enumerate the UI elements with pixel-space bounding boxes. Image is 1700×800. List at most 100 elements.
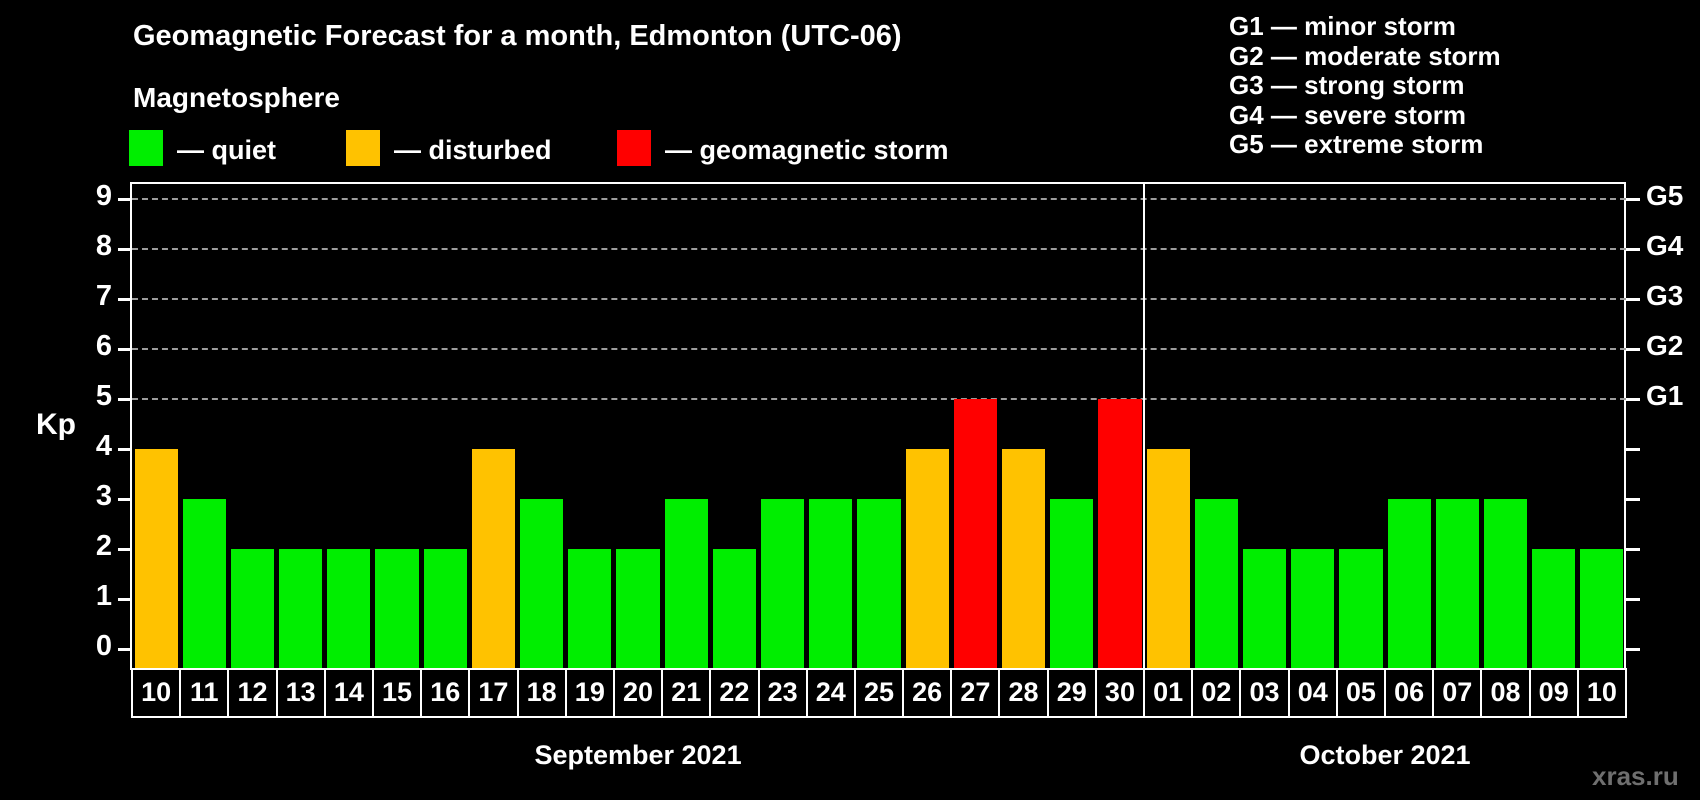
kp-bar-11 [182,499,226,668]
disturbed-swatch [346,130,380,166]
y-axis-tick [118,248,132,251]
g-legend-item: G4 — severe storm [1229,99,1467,130]
day-label-sep-12: 12 [227,668,278,718]
kp-bar-21 [664,499,708,668]
gridline-kp8 [132,248,1626,250]
y-axis-label-3: 3 [95,480,112,512]
kp-bar-23 [761,499,805,668]
kp-bar-13 [279,549,323,668]
y-axis-tick [118,598,132,601]
kp-bar-16 [423,549,467,668]
kp-bar-22 [712,549,756,668]
kp-bar-10 [1580,549,1624,668]
right-axis-label-G1: G1 [1646,380,1684,411]
right-axis-label-G5: G5 [1646,180,1684,211]
y-axis-label-9: 9 [95,180,112,212]
y-axis-label-0: 0 [95,630,112,662]
y-axis-label-2: 2 [95,530,112,562]
day-label-oct-05: 05 [1335,668,1387,718]
right-axis-tick [1626,448,1640,451]
day-label-oct-01: 01 [1143,668,1194,718]
kp-bar-27 [953,399,997,668]
disturbed-legend-label: — disturbed [394,135,552,165]
day-label-sep-21: 21 [661,668,712,718]
day-label-sep-25: 25 [853,668,905,718]
gridline-kp7 [132,298,1626,300]
day-label-sep-23: 23 [757,668,808,718]
g-scale-legend: G1 — minor storm G2 — moderate storm G3 … [1229,11,1501,160]
day-label-sep-13: 13 [275,668,326,718]
storm-legend-label: — geomagnetic storm [665,135,949,165]
y-axis-tick [118,498,132,501]
day-label-sep-15: 15 [371,668,423,718]
day-label-oct-08: 08 [1480,668,1531,718]
g-legend-item: G3 — strong storm [1229,70,1465,100]
day-label-sep-29: 29 [1046,668,1097,718]
day-label-sep-16: 16 [420,668,471,718]
day-label-oct-02: 02 [1191,668,1242,718]
y-axis-label-4: 4 [95,430,112,462]
gridline-kp5 [132,398,1626,400]
right-axis-tick [1626,548,1640,551]
y-axis-tick [118,548,132,551]
quiet-legend-label: — quiet [177,135,276,165]
month-separator [1143,184,1146,668]
kp-bar-20 [616,549,660,668]
day-label-sep-11: 11 [179,668,230,718]
right-axis-tick [1626,648,1640,651]
g-legend-item: G2 — moderate storm [1229,40,1501,71]
day-label-sep-14: 14 [323,668,374,718]
y-axis-label-6: 6 [95,330,112,362]
kp-bar-30 [1098,399,1142,668]
y-axis-label-5: 5 [95,380,112,412]
y-axis-label-7: 7 [95,280,112,312]
day-label-oct-04: 04 [1287,668,1338,718]
y-axis-tick [118,198,132,201]
day-label-oct-10: 10 [1576,668,1627,718]
right-axis-tick [1626,598,1640,601]
kp-bar-28 [1001,449,1046,668]
y-axis-title: Kp [36,408,76,441]
kp-bar-17 [471,449,516,668]
gridline-kp6 [132,348,1626,350]
kp-bar-04 [1291,549,1335,668]
quiet-swatch [129,130,163,166]
right-axis-tick [1626,298,1640,301]
y-axis-tick [118,348,132,351]
right-axis-label-G4: G4 [1646,230,1684,261]
watermark: xras.ru [1592,761,1679,791]
month-label: September 2021 [534,740,742,770]
right-axis-label-G2: G2 [1646,330,1684,361]
y-axis-tick [118,298,132,301]
right-axis-tick [1626,348,1640,351]
kp-bar-25 [857,499,901,668]
storm-swatch [617,130,651,166]
gridline-kp9 [132,198,1626,200]
day-label-sep-19: 19 [564,668,615,718]
kp-bar-18 [520,499,564,668]
kp-bar-14 [327,549,371,668]
chart-title: Geomagnetic Forecast for a month, Edmont… [133,20,902,52]
kp-bar-24 [809,499,853,668]
day-label-sep-24: 24 [805,668,856,718]
kp-bar-29 [1050,499,1094,668]
day-label-sep-18: 18 [516,668,567,718]
right-axis-tick [1626,398,1640,401]
kp-bar-08 [1483,499,1528,668]
kp-bar-06 [1387,499,1431,668]
g-legend-item: G1 — minor storm [1229,11,1456,41]
kp-bar-15 [375,549,419,668]
kp-bar-07 [1435,499,1479,668]
day-label-sep-30: 30 [1094,668,1146,718]
kp-bar-05 [1339,549,1383,668]
kp-bar-10 [134,449,178,668]
right-axis-tick [1626,498,1640,501]
kp-bar-12 [230,549,275,668]
day-label-sep-27: 27 [950,668,1001,718]
kp-bar-26 [905,449,949,668]
right-axis-tick [1626,248,1640,251]
y-axis-label-8: 8 [95,230,112,262]
day-label-sep-10: 10 [131,668,182,718]
day-label-sep-28: 28 [998,668,1049,718]
